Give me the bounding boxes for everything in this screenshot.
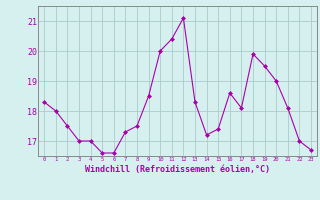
- X-axis label: Windchill (Refroidissement éolien,°C): Windchill (Refroidissement éolien,°C): [85, 165, 270, 174]
